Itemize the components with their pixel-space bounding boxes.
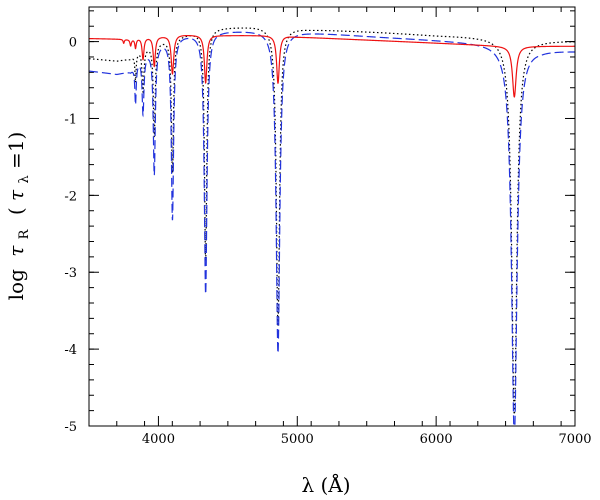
plot-frame xyxy=(88,6,576,427)
axes-ticks xyxy=(88,7,576,427)
y-tick-label: -3 xyxy=(64,266,77,281)
y-label-tau: τ xyxy=(4,245,28,257)
x-tick-label: 7000 xyxy=(558,432,591,447)
y-tick-label: 0 xyxy=(69,36,77,51)
series-dotted-line xyxy=(88,27,575,417)
x-axis-label: λ (Å) xyxy=(301,472,350,497)
y-label-prefix: log xyxy=(4,269,28,300)
x-tick-label: 6000 xyxy=(420,432,453,447)
y-tick-label: -4 xyxy=(64,343,77,358)
tick-labels: 4000 5000 6000 7000 0 -1 -2 -3 -4 -5 xyxy=(64,36,591,447)
y-tick-label: -2 xyxy=(64,189,77,204)
series-solid-line xyxy=(88,35,575,98)
x-tick-label: 5000 xyxy=(281,432,314,447)
y-label-sub-lambda: λ xyxy=(17,175,32,183)
y-tick-label: -5 xyxy=(64,420,77,435)
y-label-tau2: τ xyxy=(4,189,28,201)
y-label-close: =1) xyxy=(4,132,28,169)
y-label-sub-r: R xyxy=(17,228,32,239)
y-axis-label: log τ R ( τ λ =1) xyxy=(4,132,33,301)
svg-text:log τ R (: log τ R ( τ λ =1) xyxy=(4,132,33,301)
y-tick-label: -1 xyxy=(64,112,77,127)
series-layer xyxy=(88,27,575,427)
x-tick-label: 4000 xyxy=(142,432,175,447)
y-label-open: ( xyxy=(4,207,28,215)
series-dashed-line xyxy=(88,31,575,427)
